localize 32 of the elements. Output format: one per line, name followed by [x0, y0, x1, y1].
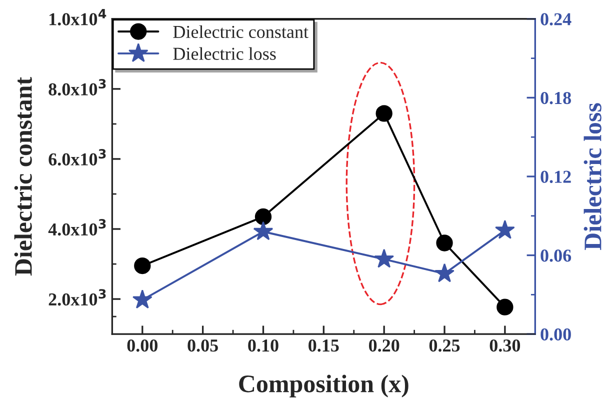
- point: [254, 208, 272, 226]
- point: [376, 105, 392, 122]
- legend-label: Dielectric constant: [173, 25, 308, 38]
- x-axis-title: Composition (x): [239, 374, 408, 398]
- y-tick-label: 6.0x10$^{3}$: [48, 149, 106, 166]
- x-tick-label: 0.05: [188, 339, 218, 352]
- y2-tick-label: 0.24: [540, 13, 572, 26]
- x-tick-label: 0.25: [429, 339, 460, 352]
- point: [496, 298, 514, 316]
- x-tick-label: 0.20: [368, 339, 400, 352]
- y2-tick-label: 0.06: [540, 250, 572, 262]
- y-tick-label: 1.0x10$^{4}$: [50, 9, 106, 26]
- point: [134, 257, 151, 274]
- x-tick-label: 0.30: [490, 339, 520, 352]
- point: [132, 290, 152, 308]
- point: [374, 248, 394, 268]
- y2-tick-label: 0.00: [540, 328, 571, 341]
- point: [434, 263, 454, 282]
- point: [494, 220, 515, 239]
- point: [436, 234, 453, 252]
- x-tick-label: 0.15: [308, 339, 339, 352]
- y-tick-label: 2.0x10$^{3}$: [48, 289, 106, 306]
- y2-tick-label: 0.12: [540, 170, 571, 183]
- x-tick-label: 0.00: [127, 339, 158, 352]
- y2-tick-label: 0.18: [540, 92, 572, 104]
- point: [253, 221, 274, 240]
- y-tick-label: 8.0x10$^{3}$: [48, 78, 106, 96]
- y-tick-label: 4.0x10$^{3}$: [48, 219, 106, 236]
- y2-axis-title: Dielectric loss: [584, 103, 602, 250]
- x-tick-label: 0.10: [248, 339, 278, 352]
- legend-label: Dielectric loss: [173, 47, 276, 60]
- y-axis-title: Dielectric constant: [14, 76, 32, 276]
